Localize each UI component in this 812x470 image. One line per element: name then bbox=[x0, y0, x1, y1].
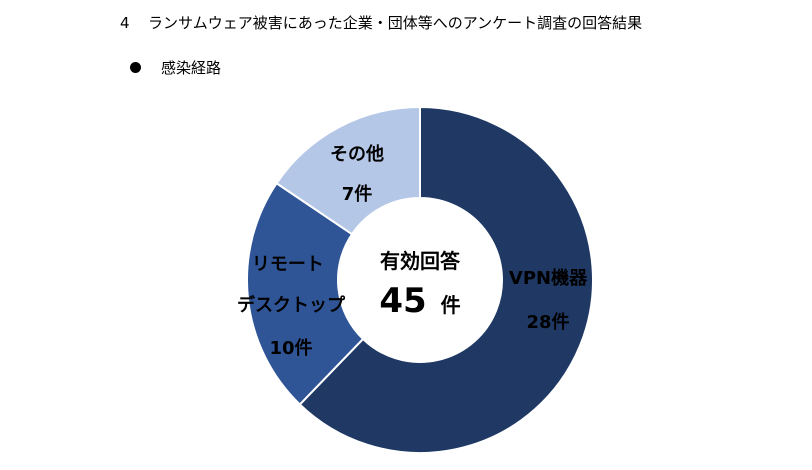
slice-other bbox=[275, 105, 421, 236]
center-total: 45 件 bbox=[379, 281, 460, 321]
slice-label-remote-line1: リモート bbox=[252, 254, 324, 275]
bullet-icon bbox=[130, 62, 141, 73]
slice-value-other: 7件 bbox=[342, 183, 373, 205]
center-total-unit: 件 bbox=[441, 293, 461, 317]
center-title: 有効回答 bbox=[380, 249, 461, 273]
slice-label-remote-line2: デスクトップ bbox=[237, 294, 346, 316]
slice-value-remote-desktop: 10件 bbox=[269, 337, 312, 359]
slice-label-remote-desktop: リモート デスクトップ bbox=[237, 254, 346, 316]
slice-label-other: その他 bbox=[330, 143, 384, 165]
slice-remote-desktop bbox=[246, 181, 365, 406]
slice-label-vpn: VPN機器 bbox=[509, 267, 588, 289]
donut-slices bbox=[246, 105, 594, 454]
section-heading: 4 ランサムウェア被害にあった企業・団体等へのアンケート調査の回答結果 bbox=[120, 12, 642, 33]
section-title: ランサムウェア被害にあった企業・団体等へのアンケート調査の回答結果 bbox=[148, 14, 643, 32]
slice-value-vpn: 28件 bbox=[526, 311, 569, 333]
subheading-text: 感染経路 bbox=[161, 59, 222, 77]
slice-vpn bbox=[298, 105, 594, 454]
section-number: 4 bbox=[120, 14, 130, 32]
center-total-value: 45 bbox=[379, 281, 426, 321]
subheading: 感染経路 bbox=[130, 57, 221, 78]
